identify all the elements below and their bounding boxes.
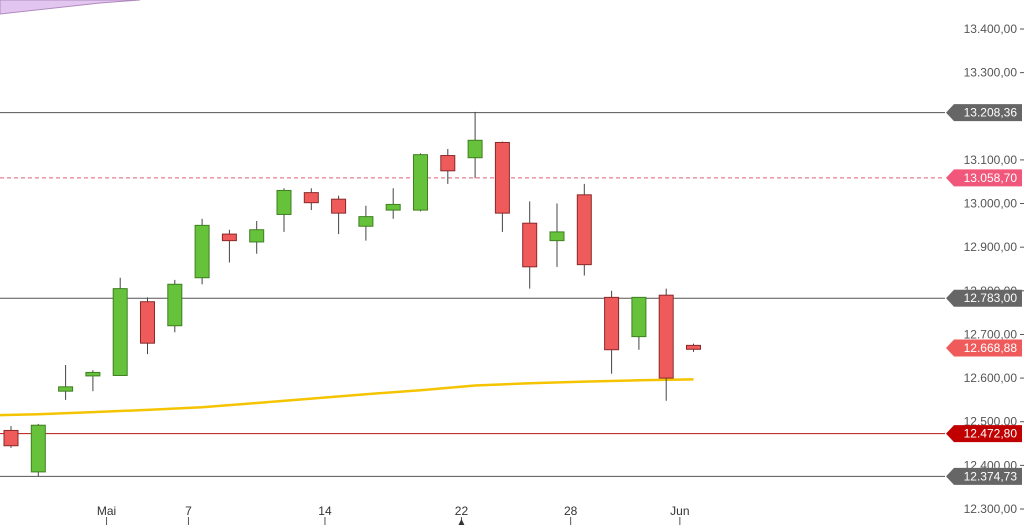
x-tick-label: 7 (185, 504, 192, 518)
candle-up (276, 189, 292, 215)
candle-down (140, 301, 155, 344)
x-marker-arrow (458, 519, 465, 525)
candle-up (358, 216, 374, 227)
price-tag-label: 12.783,00 (964, 291, 1018, 305)
candles-layer (3, 111, 701, 477)
candle-down (604, 296, 620, 351)
price-tag-label: 12.668,88 (964, 341, 1018, 355)
price-tag-label: 13.058,70 (964, 171, 1018, 185)
x-tick-label: Mai (97, 504, 116, 518)
candle-up (549, 231, 565, 242)
y-tick-label: 13.300,00 (964, 66, 1018, 80)
candle-down (494, 141, 510, 214)
price-tag-2 (946, 289, 1022, 307)
price-tag-label: 13.208,36 (964, 106, 1018, 120)
x-tick-label: 22 (455, 504, 469, 518)
price-tag-1 (946, 169, 1022, 187)
price-tag-0 (946, 104, 1022, 122)
candle-up (167, 283, 183, 327)
x-tick-label: 28 (564, 504, 578, 518)
candle-up (249, 229, 265, 243)
moving-average-line (0, 378, 694, 417)
candle-up (413, 154, 428, 211)
x-tick-label: 14 (318, 504, 332, 518)
candle-up (112, 288, 128, 376)
candle-up (385, 203, 401, 211)
candle-up (30, 424, 46, 473)
overlay-band (0, 0, 141, 15)
price-tag-4 (946, 425, 1022, 443)
price-tag-label: 12.374,73 (964, 469, 1018, 483)
candle-down (221, 233, 237, 242)
candle-up (85, 371, 101, 377)
candle-down (303, 192, 319, 204)
y-tick-label: 13.400,00 (964, 22, 1018, 36)
price-tag-3 (946, 339, 1022, 357)
candle-up (631, 296, 647, 338)
overlay-layer (0, 0, 141, 15)
candle-down (576, 194, 592, 266)
candle-down (658, 294, 674, 379)
candle-up (467, 139, 483, 159)
y-tick-label: 12.900,00 (964, 240, 1018, 254)
price-tags: 13.208,36 13.058,70 12.783,00 12.668,88 12.4… (946, 104, 1022, 485)
candle-down (522, 222, 538, 268)
y-tick-label: 13.000,00 (964, 197, 1018, 211)
price-tag-5 (946, 467, 1022, 485)
candle-down (3, 429, 19, 447)
level-lines (0, 112, 945, 477)
price-tag-label: 12.472,80 (964, 427, 1018, 441)
y-tick-label: 12.700,00 (964, 327, 1018, 341)
candle-up (194, 224, 210, 279)
candle-up (58, 386, 74, 392)
y-tick-label: 12.300,00 (964, 502, 1018, 516)
x-tick-label: Jun (670, 504, 689, 518)
moving-average-layer (0, 378, 694, 417)
candle-down (440, 155, 456, 172)
candle-down (686, 344, 701, 350)
y-tick-label: 12.600,00 (964, 371, 1018, 385)
candle-down (331, 198, 347, 214)
y-tick-label: 13.100,00 (964, 153, 1018, 167)
